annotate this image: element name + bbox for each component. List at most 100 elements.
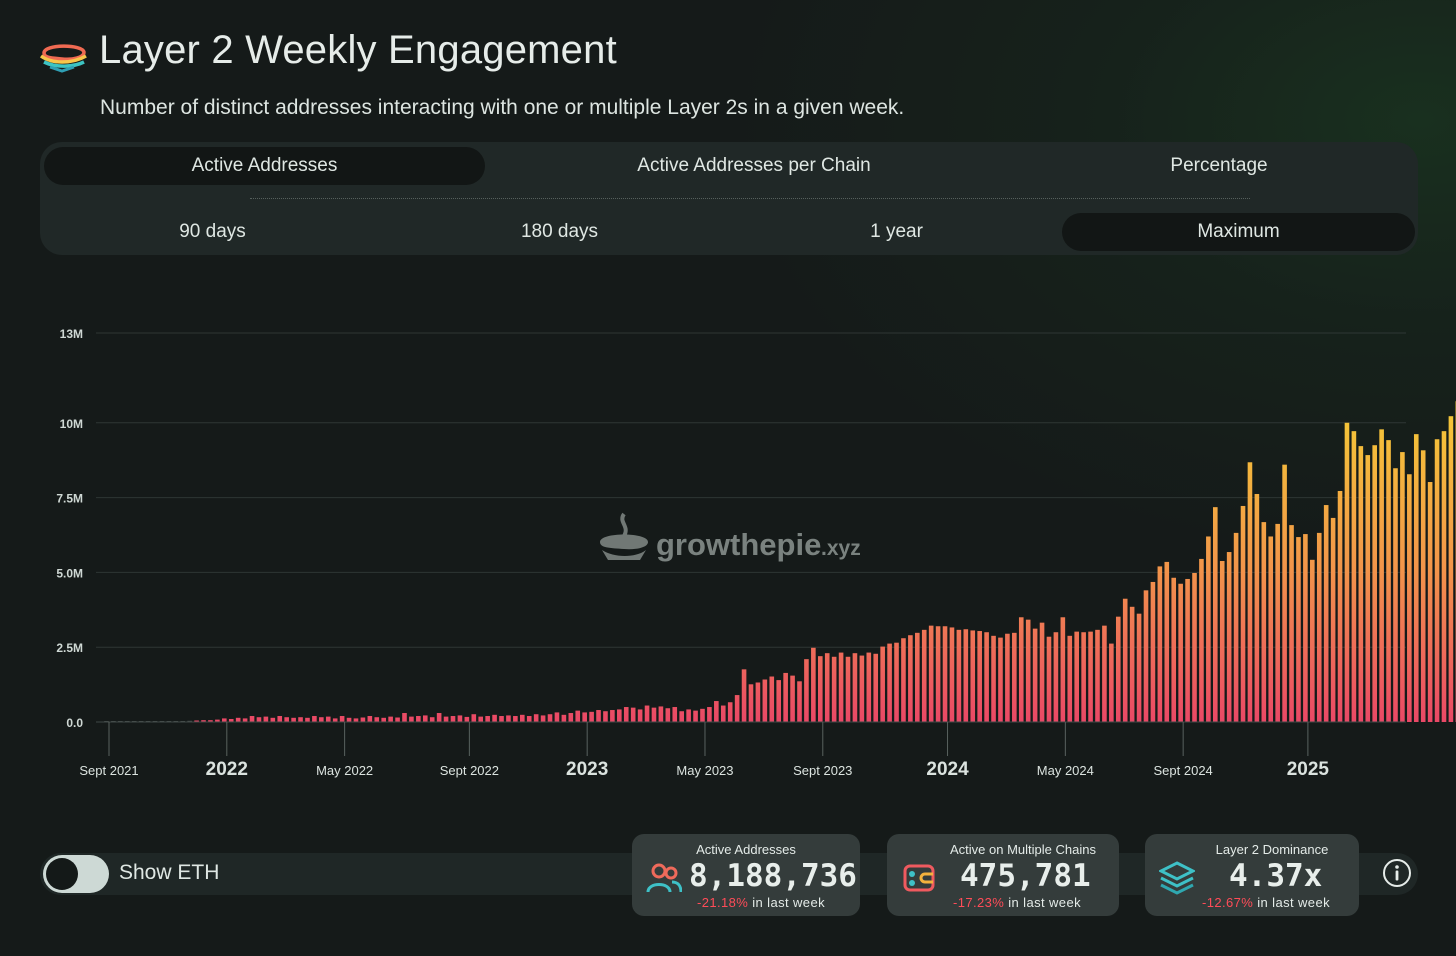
bar[interactable] [1296,537,1301,722]
bar[interactable] [700,708,705,722]
bar[interactable] [776,680,782,722]
bar[interactable] [1379,429,1384,722]
bar[interactable] [866,652,872,722]
bar[interactable] [1095,629,1100,722]
bar[interactable] [450,716,456,722]
bar[interactable] [1434,439,1440,722]
bar[interactable] [1344,422,1350,722]
bar[interactable] [381,717,386,722]
bar[interactable] [443,716,449,722]
bar[interactable] [1150,581,1156,722]
bar[interactable] [194,720,199,723]
bar[interactable] [533,714,539,722]
bar[interactable] [1358,446,1364,722]
bar[interactable] [610,710,615,722]
bar[interactable] [1018,617,1024,722]
bar[interactable] [679,711,684,722]
bar[interactable] [263,716,269,722]
bar[interactable] [1136,613,1142,722]
bar[interactable] [402,713,407,722]
tab-active-addresses[interactable]: Active Addresses [44,147,485,185]
bar[interactable] [1081,632,1086,722]
bar[interactable] [1413,434,1419,722]
bar[interactable] [623,707,629,722]
bar[interactable] [332,718,338,722]
bar[interactable] [811,647,816,722]
bar[interactable] [845,656,851,722]
bar[interactable] [457,715,463,722]
bar[interactable] [741,669,747,722]
bar[interactable] [942,626,948,722]
bar[interactable] [859,655,865,722]
bar[interactable] [644,705,650,722]
bar[interactable] [755,682,761,723]
bar[interactable] [617,709,622,722]
bar[interactable] [1164,561,1170,722]
bar[interactable] [422,715,428,722]
bar[interactable] [817,656,823,722]
bar[interactable] [1365,455,1371,722]
bar[interactable] [1039,622,1045,722]
bar[interactable] [513,716,518,722]
bar[interactable] [1012,632,1017,722]
bar[interactable] [1032,628,1038,722]
bar[interactable] [547,714,553,722]
bar[interactable] [208,720,213,722]
bar[interactable] [901,638,906,722]
bar[interactable] [540,715,546,722]
bar[interactable] [325,716,331,722]
bar[interactable] [319,717,324,722]
bar[interactable] [1393,468,1398,722]
bar[interactable] [977,631,982,722]
info-icon[interactable] [1382,858,1412,888]
bar[interactable] [520,714,525,722]
bar[interactable] [1109,643,1114,722]
bar[interactable] [1323,505,1329,722]
bar[interactable] [651,707,657,722]
bar[interactable] [561,714,567,722]
bar[interactable] [526,716,532,722]
bar[interactable] [1088,631,1093,722]
bar[interactable] [637,709,643,722]
bar[interactable] [748,684,754,722]
bar[interactable] [887,643,892,722]
bar[interactable] [187,720,192,722]
bar[interactable] [693,710,698,722]
bar[interactable] [1199,558,1204,722]
bar[interactable] [1427,482,1433,722]
bar[interactable] [1289,525,1294,722]
bar[interactable] [1226,552,1232,722]
bar[interactable] [1303,534,1308,722]
bar[interactable] [215,719,220,722]
bar[interactable] [727,702,733,722]
bar[interactable] [1122,598,1128,722]
bar[interactable] [658,706,664,722]
bar[interactable] [249,716,255,722]
bar[interactable] [222,718,227,722]
bar[interactable] [339,716,345,722]
bar[interactable] [305,717,310,722]
bar[interactable] [894,642,899,722]
bar[interactable] [235,717,241,722]
bar[interactable] [464,716,470,722]
bar[interactable] [603,711,608,722]
bar[interactable] [824,653,830,722]
bar[interactable] [630,707,636,722]
bar[interactable] [575,710,581,722]
bar[interactable] [1233,532,1239,722]
bar[interactable] [1115,616,1121,722]
bar[interactable] [1268,536,1274,722]
bar[interactable] [312,716,317,722]
bar[interactable] [720,705,726,722]
bar[interactable] [395,717,400,722]
bar[interactable] [492,714,497,722]
bar[interactable] [1213,507,1218,722]
bar[interactable] [554,712,560,722]
bar[interactable] [665,708,671,722]
bar[interactable] [1351,431,1357,722]
bar[interactable] [686,709,691,722]
range-1-year[interactable]: 1 year [870,221,923,242]
bar[interactable] [291,717,296,722]
bar[interactable] [707,707,712,722]
bar[interactable] [831,656,837,722]
